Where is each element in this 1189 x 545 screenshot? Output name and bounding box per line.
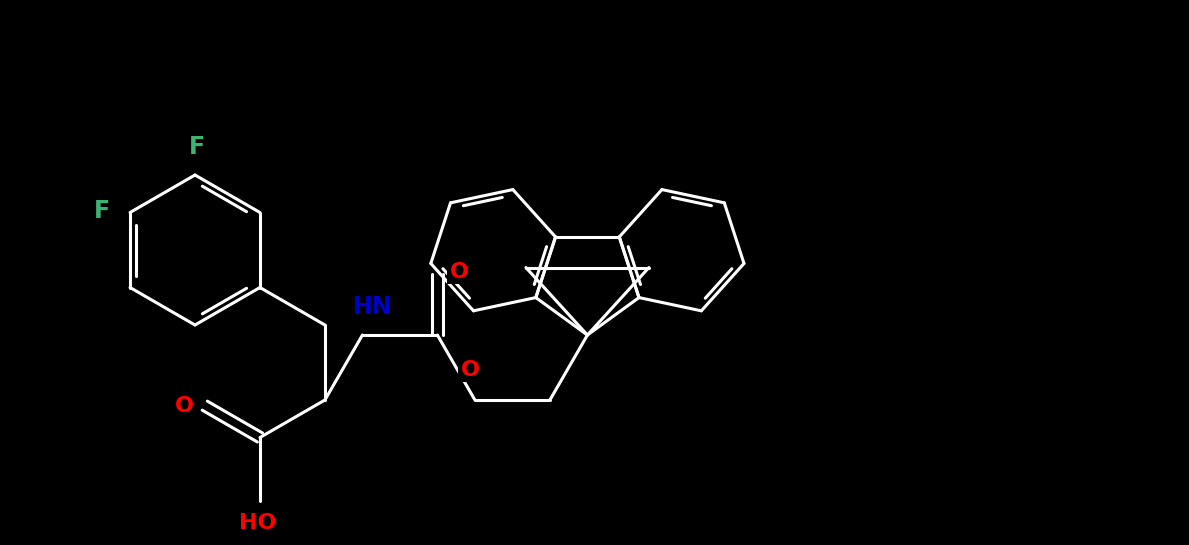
Text: HO: HO (239, 513, 277, 533)
Text: HN: HN (353, 295, 392, 319)
Text: O: O (175, 396, 194, 416)
Text: F: F (189, 135, 205, 159)
Text: O: O (449, 262, 468, 282)
Text: F: F (94, 198, 111, 222)
Text: O: O (460, 360, 479, 379)
